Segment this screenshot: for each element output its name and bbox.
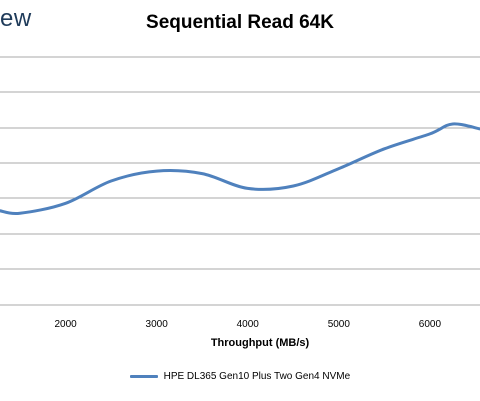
x-axis-label: Throughput (MB/s)	[210, 337, 310, 349]
series-group	[0, 122, 480, 215]
brand-logo-fragment: ew	[0, 5, 32, 32]
x-tick-label-2000: 2000	[54, 319, 77, 330]
x-tick-labels: 2000 3000 4000 5000 6000	[54, 319, 441, 330]
legend: HPE DL365 Gen10 Plus Two Gen4 NVMe	[0, 371, 480, 382]
x-tick-label-4000: 4000	[237, 319, 260, 330]
series-line-0	[0, 122, 480, 215]
grid-lines	[0, 56, 480, 306]
x-tick-label-3000: 3000	[146, 319, 169, 330]
x-tick-label-6000: 6000	[419, 319, 442, 330]
x-tick-label-5000: 5000	[328, 319, 351, 330]
legend-label: HPE DL365 Gen10 Plus Two Gen4 NVMe	[163, 371, 351, 382]
legend-swatch	[129, 375, 158, 378]
chart-title: Sequential Read 64K	[146, 12, 334, 33]
